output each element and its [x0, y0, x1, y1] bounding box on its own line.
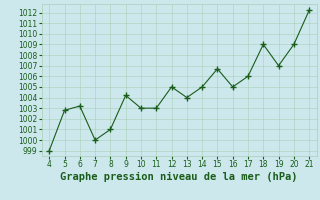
X-axis label: Graphe pression niveau de la mer (hPa): Graphe pression niveau de la mer (hPa): [60, 172, 298, 182]
